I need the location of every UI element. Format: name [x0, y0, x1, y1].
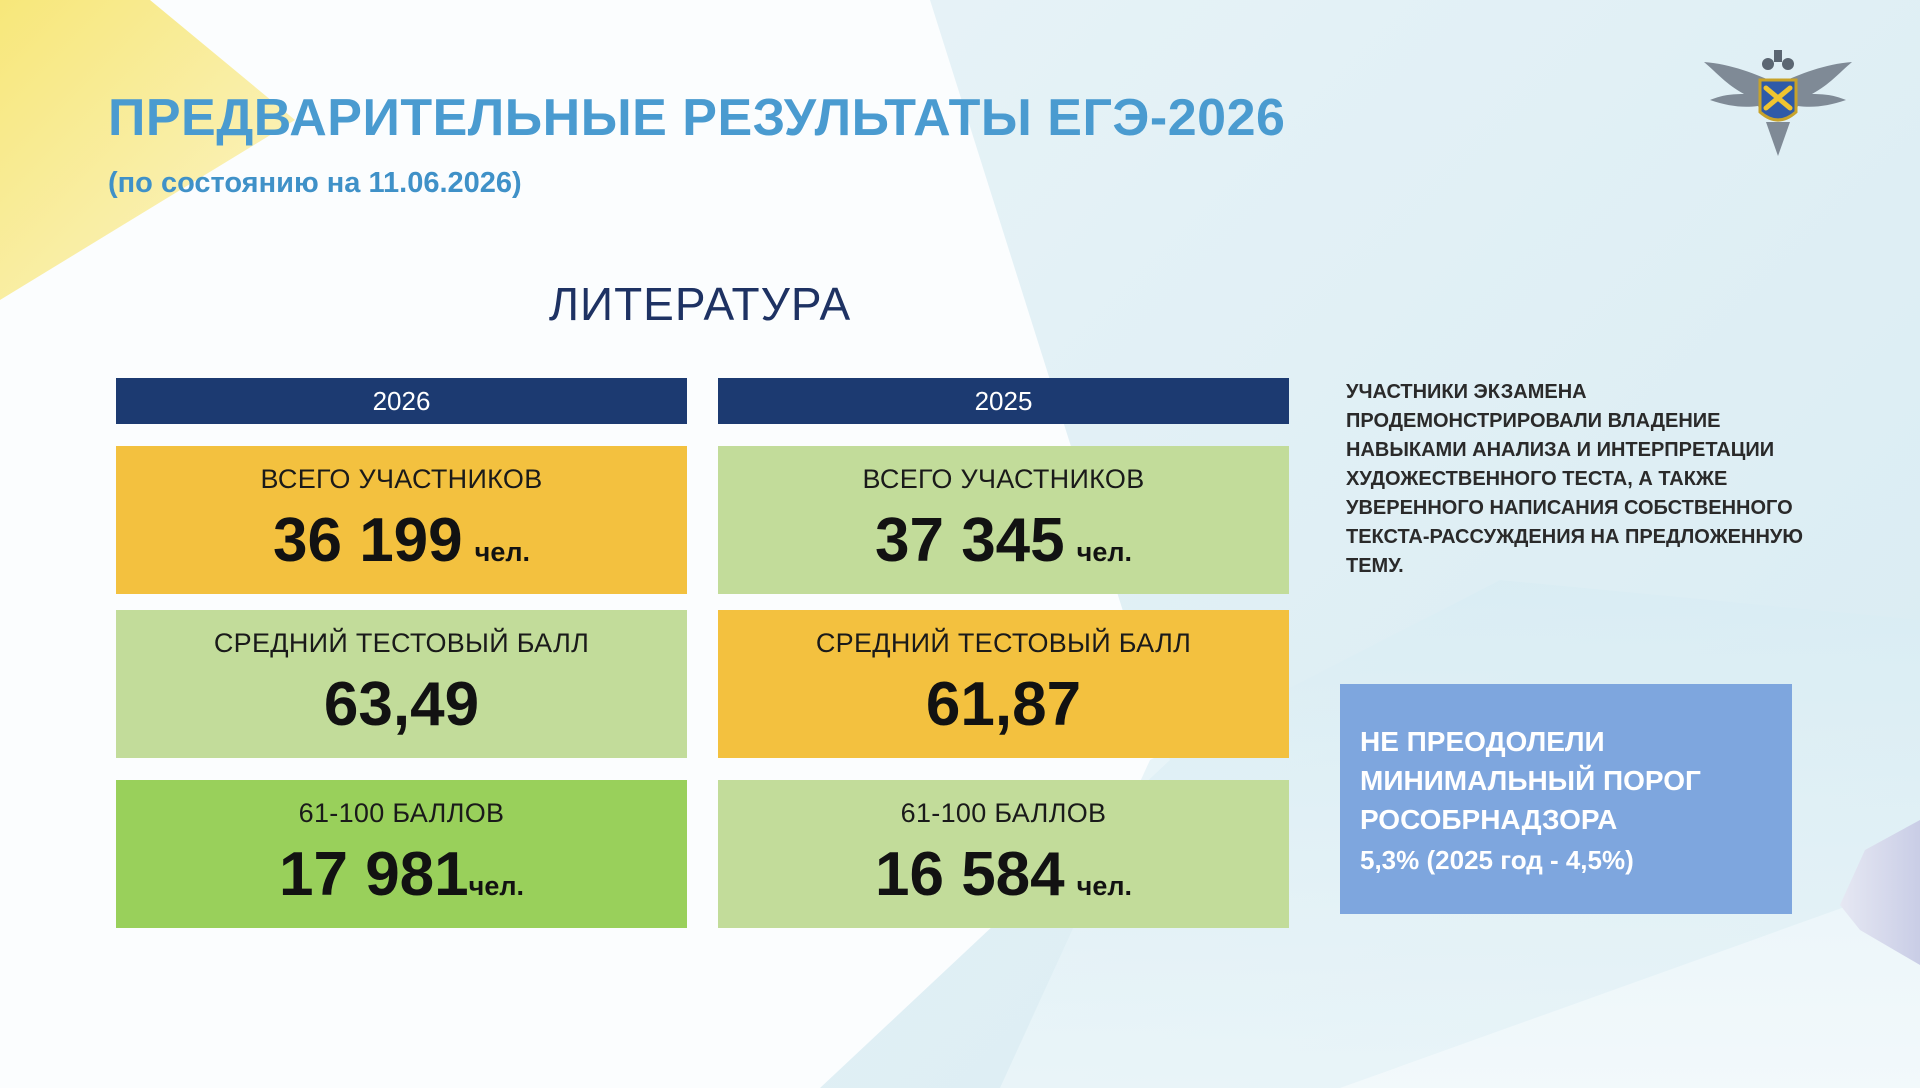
threshold-box: НЕ ПРЕОДОЛЕЛИ МИНИМАЛЬНЫЙ ПОРОГ РОСОБРНА…	[1340, 684, 1792, 914]
card-value-row: 17 981чел.	[116, 840, 687, 921]
card-high-scorers-2025: 61-100 БАЛЛОВ 16 584 чел.	[718, 780, 1289, 928]
year-header-2025: 2025	[718, 378, 1289, 424]
card-value: 63,49	[323, 670, 480, 739]
card-average-score-2026: СРЕДНИЙ ТЕСТОВЫЙ БАЛЛ 63,49	[116, 610, 687, 758]
card-label: СРЕДНИЙ ТЕСТОВЫЙ БАЛЛ	[213, 628, 590, 658]
card-unit: чел.	[468, 871, 524, 901]
card-value: 61,87	[925, 670, 1082, 739]
lavender-edge-shape	[1840, 820, 1920, 965]
yellow-corner-shape	[0, 0, 295, 300]
page-title: ПРЕДВАРИТЕЛЬНЫЕ РЕЗУЛЬТАТЫ ЕГЭ-2026	[108, 89, 1286, 147]
card-value-row: 61,87	[718, 670, 1289, 740]
card-value: 36 199	[273, 506, 463, 575]
card-value: 37 345	[875, 506, 1065, 575]
card-label: СРЕДНИЙ ТЕСТОВЫЙ БАЛЛ	[815, 628, 1192, 658]
card-value: 16 584	[875, 840, 1065, 909]
card-label: 61-100 БАЛЛОВ	[298, 798, 505, 828]
summary-note: УЧАСТНИКИ ЭКЗАМЕНА ПРОДЕМОНСТРИРОВАЛИ ВЛ…	[1346, 381, 1803, 577]
card-unit: чел.	[1076, 871, 1132, 901]
card-label: 61-100 БАЛЛОВ	[900, 798, 1107, 828]
card-value-row: 63,49	[116, 670, 687, 740]
card-high-scorers-2026: 61-100 БАЛЛОВ 17 981чел.	[116, 780, 687, 928]
card-label: ВСЕГО УЧАСТНИКОВ	[862, 464, 1145, 494]
card-label: ВСЕГО УЧАСТНИКОВ	[260, 464, 543, 494]
card-unit: чел.	[474, 537, 530, 567]
eagle-emblem-icon	[1704, 50, 1852, 156]
card-value-row: 37 345 чел.	[718, 506, 1289, 587]
threshold-title: НЕ ПРЕОДОЛЕЛИ МИНИМАЛЬНЫЙ ПОРОГ РОСОБРНА…	[1360, 726, 1701, 835]
card-average-score-2025: СРЕДНИЙ ТЕСТОВЫЙ БАЛЛ 61,87	[718, 610, 1289, 758]
page-subtitle: (по состоянию на 11.06.2026)	[108, 167, 522, 199]
card-value: 17 981	[279, 840, 469, 909]
threshold-value: 5,3% (2025 год - 4,5%)	[1360, 845, 1634, 875]
subject-heading: ЛИТЕРАТУРА	[548, 278, 852, 330]
card-participants-2025: ВСЕГО УЧАСТНИКОВ 37 345 чел.	[718, 446, 1289, 594]
card-value-row: 36 199 чел.	[116, 506, 687, 587]
card-unit: чел.	[1076, 537, 1132, 567]
year-header-2026: 2026	[116, 378, 687, 424]
card-participants-2026: ВСЕГО УЧАСТНИКОВ 36 199 чел.	[116, 446, 687, 594]
card-value-row: 16 584 чел.	[718, 840, 1289, 921]
